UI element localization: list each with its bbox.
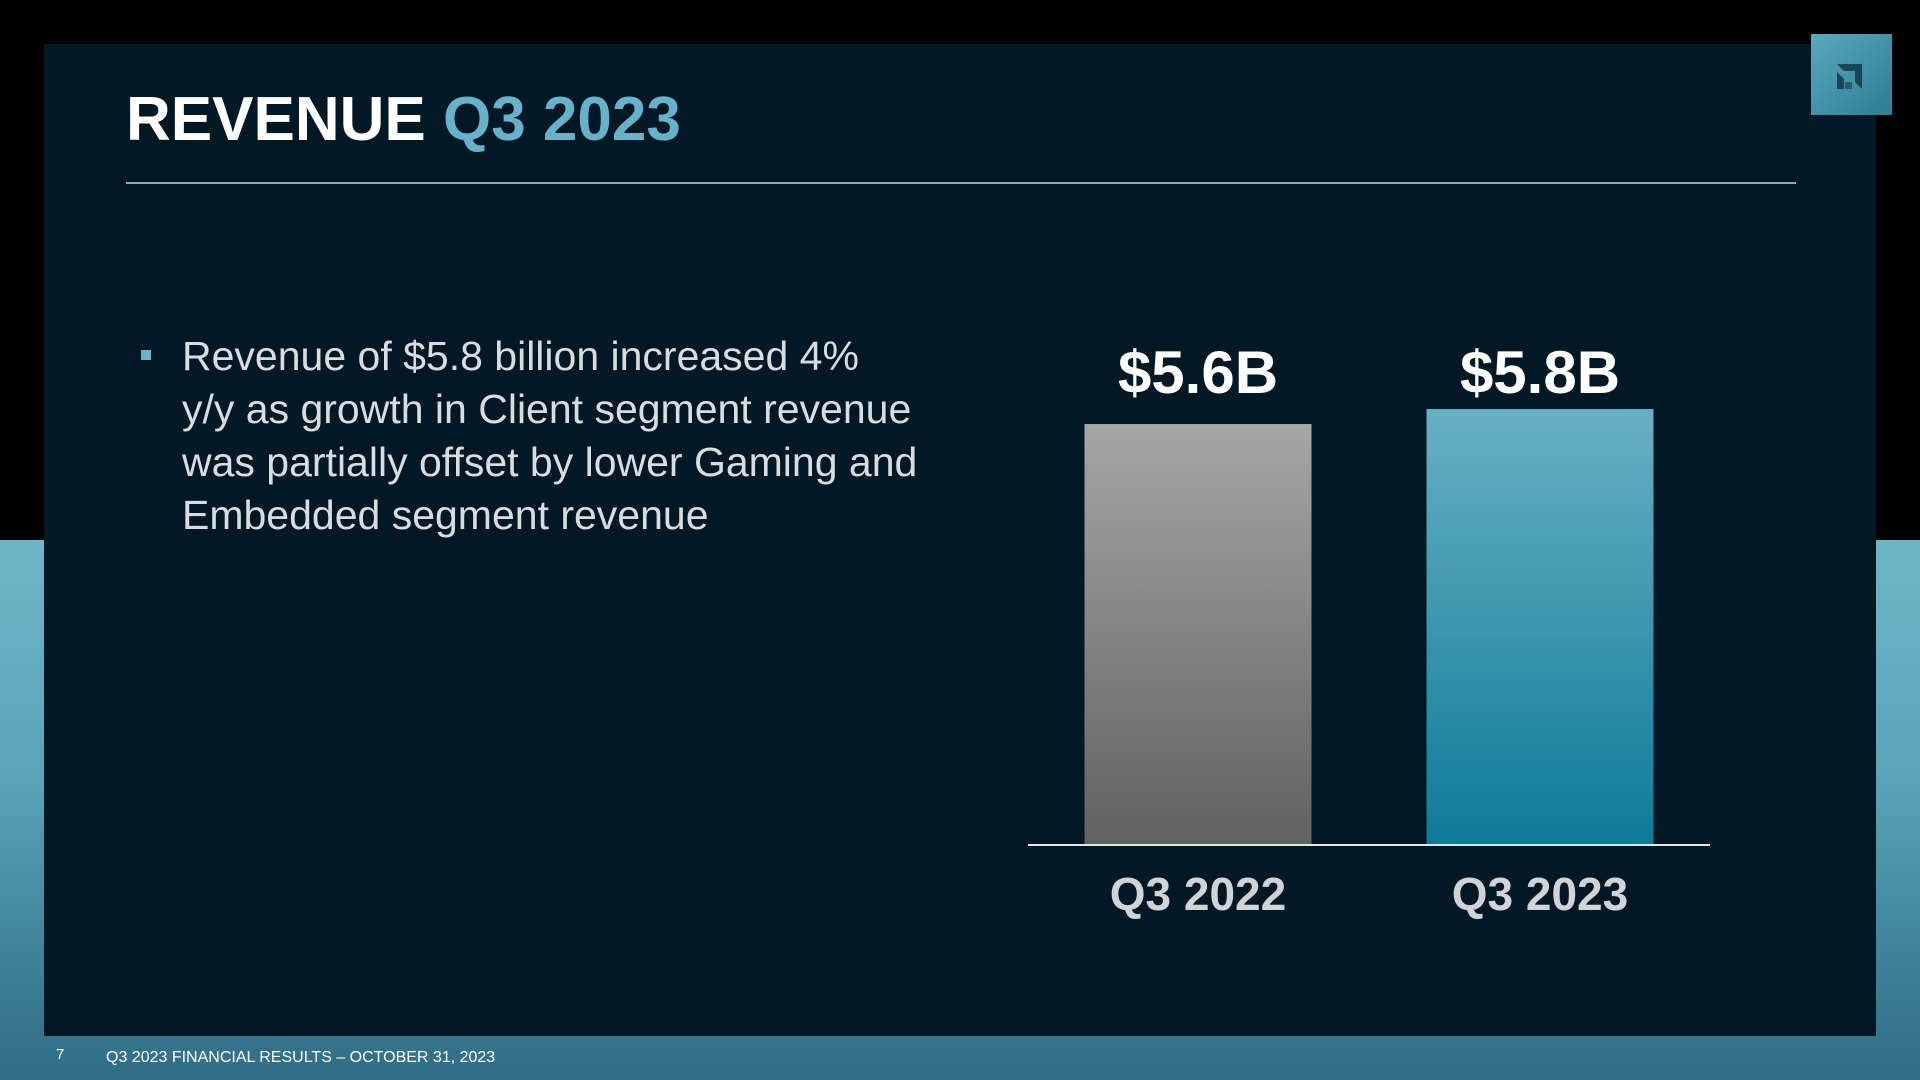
- bullet-marker: [141, 350, 151, 360]
- bar-q3-2023: [1426, 409, 1654, 845]
- data-label: $5.8B: [1460, 339, 1620, 406]
- title-part-2: Q3 2023: [442, 85, 681, 154]
- category-label: Q3 2022: [1110, 868, 1286, 920]
- data-label: $5.6B: [1118, 339, 1278, 406]
- page-number: 7: [56, 1046, 65, 1063]
- title-part-1: REVENUE: [126, 85, 426, 154]
- category-label: Q3 2023: [1452, 868, 1628, 920]
- page-title: REVENUE Q3 2023: [126, 84, 681, 155]
- amd-logo-icon: [1811, 34, 1892, 115]
- bar-q3-2022: [1084, 424, 1312, 845]
- title-divider: [126, 182, 1796, 184]
- footer-text: Q3 2023 FINANCIAL RESULTS – OCTOBER 31, …: [106, 1049, 496, 1066]
- bullet-text: Revenue of $5.8 billion increased 4% y/y…: [182, 333, 918, 538]
